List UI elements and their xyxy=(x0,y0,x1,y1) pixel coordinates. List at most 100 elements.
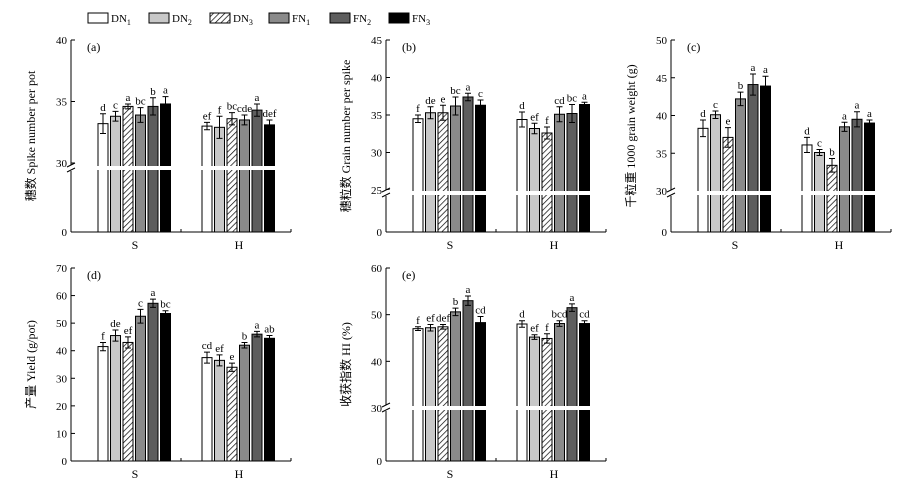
error-bar xyxy=(519,111,525,128)
error-bar xyxy=(216,354,223,367)
y-tick-label: 45 xyxy=(371,35,383,47)
error-bar xyxy=(465,92,471,102)
significance-label: a xyxy=(570,292,575,304)
error-bar xyxy=(569,104,575,123)
significance-label: de xyxy=(425,95,436,107)
significance-label: bcd xyxy=(552,309,568,321)
error-bar xyxy=(531,334,538,340)
significance-label: e xyxy=(726,116,731,128)
significance-label: b xyxy=(453,296,459,308)
category-label: S xyxy=(132,467,139,481)
significance-label: bc xyxy=(567,93,578,105)
error-bar xyxy=(440,323,446,330)
category-label: H xyxy=(235,238,244,252)
significance-label: c xyxy=(113,99,118,111)
y-tick-label: 25 xyxy=(371,185,383,197)
bar-S-FN1 xyxy=(450,105,461,233)
axis-break-band xyxy=(387,191,607,195)
axis-break-mark xyxy=(381,187,391,198)
y-tick-label: 35 xyxy=(656,148,668,160)
y-axis-title: 产量 Yield (g/pot) xyxy=(24,320,38,409)
error-bar xyxy=(204,351,210,364)
error-bar xyxy=(100,341,106,352)
bar-H-FN2 xyxy=(851,118,863,233)
significance-label: a xyxy=(126,92,131,104)
y-tick-label: 50 xyxy=(371,310,383,322)
panel-label: (b) xyxy=(402,40,416,54)
error-bar xyxy=(229,112,235,126)
error-bar xyxy=(100,113,106,134)
significance-label: cd xyxy=(579,309,590,321)
significance-label: d xyxy=(100,102,106,114)
bar-H-FN1 xyxy=(554,113,565,233)
bar-H-DN1 xyxy=(201,357,213,462)
error-bar xyxy=(762,75,769,97)
y-tick-label: 0 xyxy=(62,456,68,468)
error-bar xyxy=(125,336,131,349)
significance-label: c xyxy=(138,297,143,309)
bar-S-DN1 xyxy=(412,328,424,462)
bar-S-FN1 xyxy=(735,98,746,233)
error-bar xyxy=(427,106,434,120)
significance-label: b xyxy=(738,80,744,92)
error-bar xyxy=(415,114,421,123)
error-bar xyxy=(137,308,144,324)
y-tick-label: 20 xyxy=(56,401,68,413)
panel-label: (d) xyxy=(87,268,101,282)
significance-label: ef xyxy=(215,343,224,355)
y-tick-label: 45 xyxy=(656,73,668,85)
error-bar xyxy=(254,330,260,338)
significance-label: b xyxy=(829,147,835,159)
error-bar xyxy=(452,96,459,116)
bar-S-FN3 xyxy=(160,312,171,462)
error-bar xyxy=(569,303,575,312)
y-tick-label: 35 xyxy=(371,110,383,122)
significance-label: bc xyxy=(227,101,238,113)
bar-H-DN3 xyxy=(226,366,238,462)
error-bar xyxy=(415,326,421,332)
significance-label: bc xyxy=(450,85,461,97)
error-bar xyxy=(544,333,550,344)
legend-label-2: DN3 xyxy=(233,13,253,27)
bar-S-DN1 xyxy=(412,118,424,233)
legend-label-4: FN2 xyxy=(353,13,371,27)
error-bar xyxy=(266,119,273,131)
y-tick-label: 0 xyxy=(62,227,68,239)
y-tick-label: 60 xyxy=(371,263,383,275)
significance-label: a xyxy=(855,100,860,112)
bar-S-DN3 xyxy=(122,341,134,462)
y-tick-label: 0 xyxy=(377,227,383,239)
error-bar xyxy=(725,127,731,148)
error-bar xyxy=(125,103,131,110)
significance-label: a xyxy=(763,64,768,76)
category-label: H xyxy=(835,238,844,252)
bar-S-FN1 xyxy=(135,315,146,462)
category-label: S xyxy=(447,467,454,481)
bar-H-DN1 xyxy=(201,125,213,233)
significance-label: ef xyxy=(530,111,539,123)
significance-label: f xyxy=(218,104,222,116)
axis-break-gap xyxy=(67,165,75,171)
bar-H-FN3 xyxy=(864,122,875,233)
error-bar xyxy=(452,307,459,317)
bar-S-DN1 xyxy=(97,123,109,233)
legend-label-1: DN2 xyxy=(172,13,192,27)
y-tick-label: 10 xyxy=(56,428,68,440)
significance-label: cd xyxy=(475,305,486,317)
error-bar xyxy=(531,122,538,135)
bar-H-FN2 xyxy=(251,109,263,233)
y-tick-label: 60 xyxy=(56,291,68,303)
significance-label: a xyxy=(466,81,471,93)
error-bar xyxy=(829,158,835,173)
y-tick-label: 30 xyxy=(656,186,668,198)
significance-label: a xyxy=(163,85,168,97)
bar-H-FN2 xyxy=(566,113,578,233)
significance-label: d xyxy=(804,125,810,137)
y-tick-label: 30 xyxy=(56,158,68,170)
bar-H-FN3 xyxy=(264,337,275,462)
y-axis-title: 千粒重 1000 grain weight (g) xyxy=(623,64,638,207)
bar-H-FN1 xyxy=(839,126,850,233)
error-bar xyxy=(866,119,873,127)
